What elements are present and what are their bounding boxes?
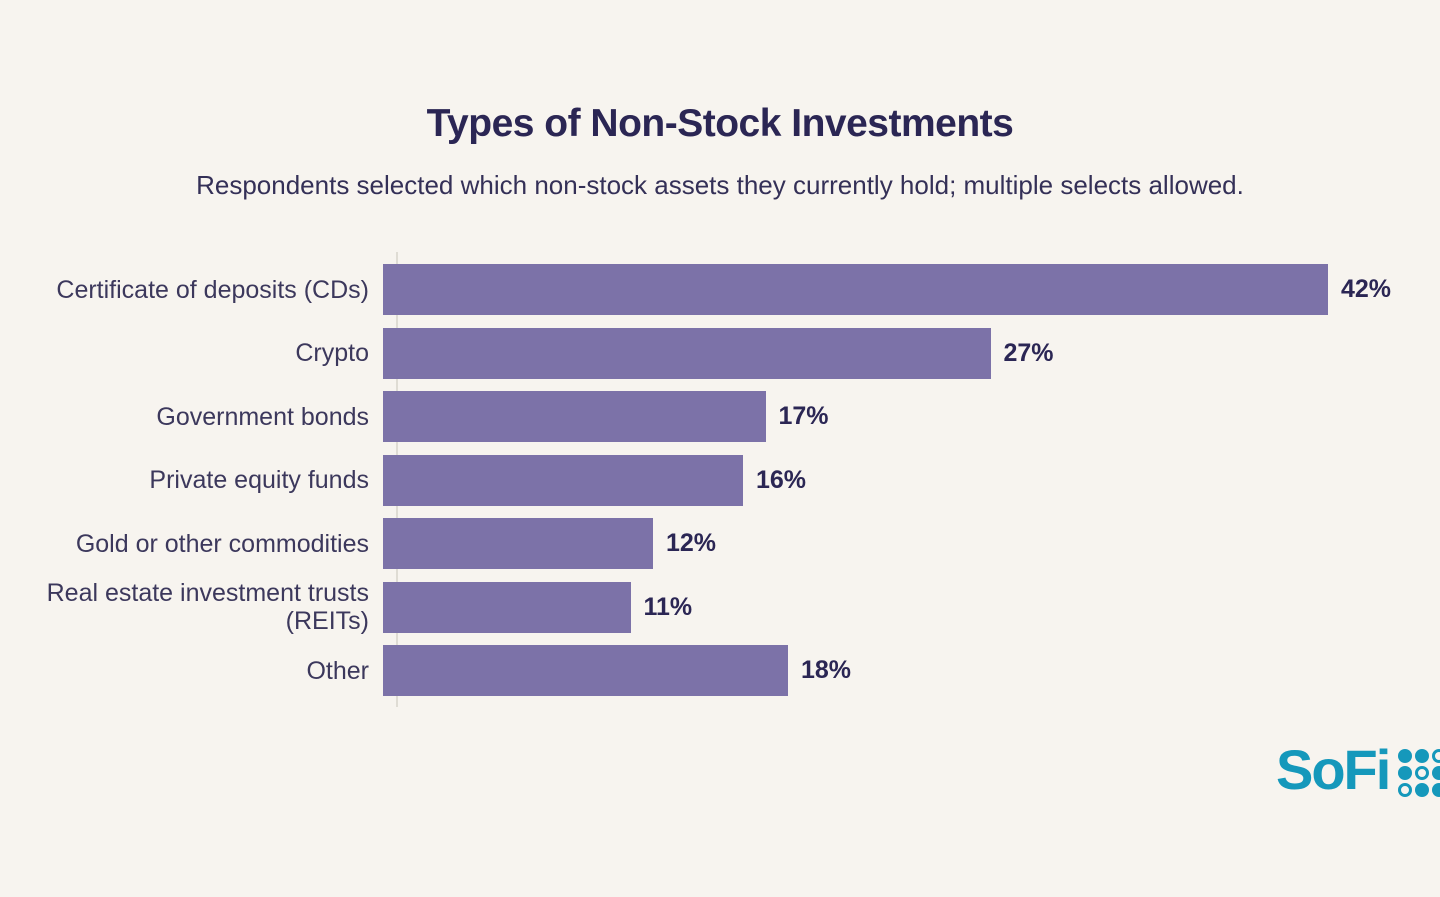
- category-label-crypto: Crypto: [295, 339, 369, 368]
- logo-circle-filled-3: [1398, 766, 1413, 780]
- chart-row-government-bonds: Government bonds 17%: [0, 385, 1440, 449]
- bar-real-estate-investment-trusts-reits: [383, 581, 631, 633]
- value-label-crypto: 27%: [1003, 338, 1054, 367]
- chart-row-real-estate-investment-trusts-reits: Real estate investment trusts (REITs) 11%: [0, 576, 1440, 640]
- bar-government-bonds: [383, 391, 766, 443]
- logo-circle-filled-5: [1432, 766, 1440, 780]
- chart-row-gold-or-other-commodities: Gold or other commodities 12%: [0, 512, 1440, 576]
- bar-crypto: [383, 327, 991, 379]
- bar-track-certificate-of-deposits-cds: 42%: [383, 264, 1440, 316]
- value-label-other: 18%: [801, 656, 852, 685]
- bar-certificate-of-deposits-cds: [383, 264, 1328, 316]
- bar-track-private-equity-funds: 16%: [383, 454, 1440, 506]
- sofi-dot-grid-icon: [1398, 749, 1440, 797]
- logo-circle-outline-2: [1432, 749, 1440, 763]
- chart-subtitle: Respondents selected which non-stock ass…: [196, 170, 1244, 200]
- chart-row-private-equity-funds: Private equity funds 16%: [0, 449, 1440, 513]
- bar-other: [383, 645, 788, 697]
- bar-track-real-estate-investment-trusts-reits: 11%: [383, 581, 1440, 633]
- bar-track-gold-or-other-commodities: 12%: [383, 518, 1440, 570]
- bar-track-crypto: 27%: [383, 327, 1440, 379]
- logo-circle-outline-4: [1415, 766, 1430, 780]
- bar-chart: Certificate of deposits (CDs) 42% Crypto 27…: [0, 258, 1440, 703]
- category-label-certificate-of-deposits-cds: Certificate of deposits (CDs): [56, 275, 369, 304]
- logo-circle-filled-8: [1432, 783, 1440, 797]
- logo-circle-filled-1: [1415, 749, 1430, 763]
- bar-private-equity-funds: [383, 454, 743, 506]
- logo-circle-filled-0: [1398, 749, 1413, 763]
- category-label-government-bonds: Government bonds: [156, 402, 369, 431]
- logo-circle-outline-6: [1398, 783, 1413, 797]
- value-label-government-bonds: 17%: [778, 402, 829, 431]
- value-label-private-equity-funds: 16%: [756, 465, 807, 494]
- chart-row-crypto: Crypto 27%: [0, 322, 1440, 386]
- chart-row-certificate-of-deposits-cds: Certificate of deposits (CDs) 42%: [0, 258, 1440, 322]
- value-label-real-estate-investment-trusts-reits: 11%: [643, 592, 693, 621]
- sofi-logo: SoFi: [1276, 742, 1440, 798]
- category-label-other: Other: [306, 656, 369, 685]
- bar-gold-or-other-commodities: [383, 518, 653, 570]
- value-label-gold-or-other-commodities: 12%: [666, 529, 717, 558]
- bar-track-other: 18%: [383, 645, 1440, 697]
- chart-row-other: Other 18%: [0, 639, 1440, 703]
- logo-circle-filled-7: [1415, 783, 1430, 797]
- category-label-private-equity-funds: Private equity funds: [149, 466, 369, 495]
- bar-track-government-bonds: 17%: [383, 391, 1440, 443]
- chart-title: Types of Non-Stock Investments: [426, 102, 1014, 145]
- category-label-real-estate-investment-trusts-reits: Real estate investment trusts (REITs): [46, 579, 369, 636]
- sofi-wordmark: SoFi: [1276, 738, 1391, 801]
- value-label-certificate-of-deposits-cds: 42%: [1341, 275, 1392, 304]
- category-label-gold-or-other-commodities: Gold or other commodities: [75, 529, 369, 558]
